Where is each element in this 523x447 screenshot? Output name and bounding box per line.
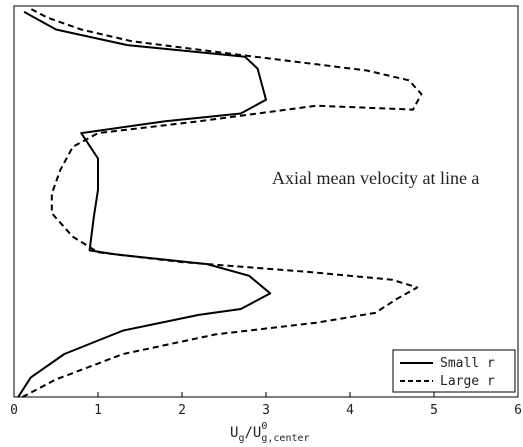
x-tick-label-3: 3 (262, 403, 270, 418)
x-tick-label-6: 6 (514, 403, 522, 418)
legend-label-large-r: Large r (440, 374, 495, 389)
plot-frame (13, 5, 519, 398)
series-line-large-r (21, 7, 423, 398)
x-tick-label-1: 1 (94, 403, 102, 418)
x-ticks: 0 1 2 3 4 5 6 (10, 392, 522, 418)
legend: Small r Large r (392, 349, 516, 393)
x-tick-label-4: 4 (346, 403, 354, 418)
x-tick-label-5: 5 (430, 403, 438, 418)
series-line-small-r (17, 11, 272, 398)
annotation-text: Axial mean velocity at line a (272, 166, 512, 190)
x-tick-label-2: 2 (178, 403, 186, 418)
x-tick-label-0: 0 (10, 403, 18, 418)
series-lines (17, 7, 423, 398)
legend-box (392, 349, 516, 393)
legend-label-small-r: Small r (440, 356, 495, 371)
x-axis-label: Ug/U0 g,center (230, 421, 310, 444)
